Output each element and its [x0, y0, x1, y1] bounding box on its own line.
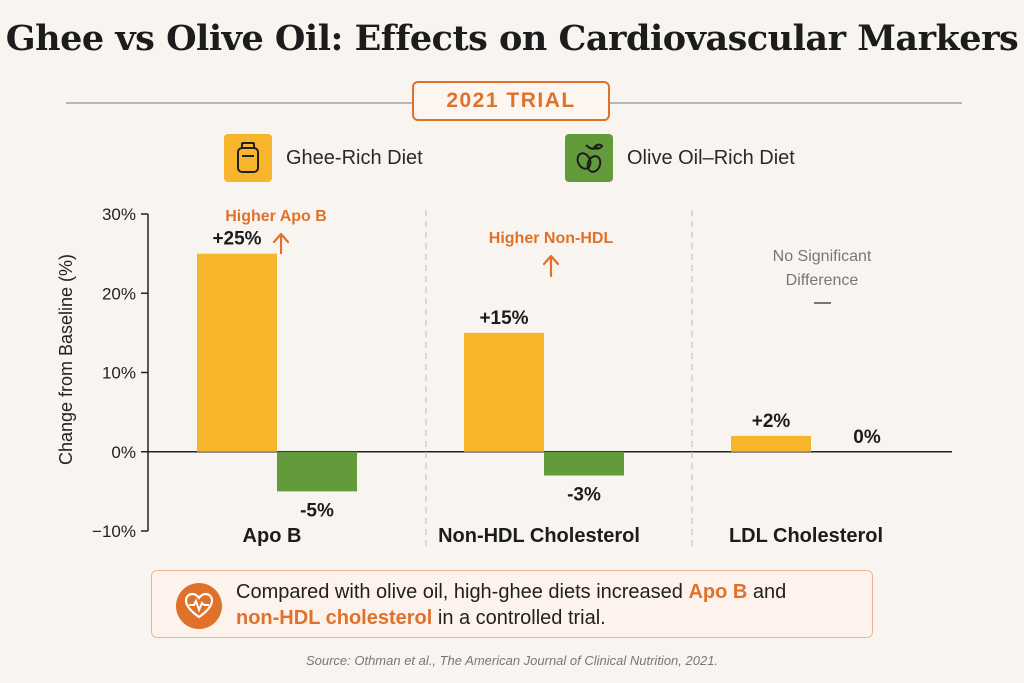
title-rule-right — [610, 102, 962, 104]
bar-ghee — [464, 332, 544, 452]
data-label: -5% — [300, 500, 334, 521]
annotation-label: Higher Non-HDL — [489, 230, 614, 247]
data-label: -3% — [567, 485, 601, 506]
y-tick-label: 30% — [102, 205, 136, 224]
callout-highlight-nonhdl: non-HDL cholesterol — [236, 607, 433, 629]
y-tick-label: 10% — [102, 364, 136, 383]
y-axis-title: Change from Baseline (%) — [56, 254, 76, 465]
y-tick-label: 20% — [102, 284, 136, 303]
legend-item-olive: Olive Oil–Rich Diet — [565, 134, 795, 182]
data-label: +2% — [752, 411, 791, 432]
bar-chart: 30% 20% 10% 0% −10% Change from Baseline (%) +… — [56, 205, 952, 548]
up-arrow-icon — [542, 254, 560, 278]
annotation-label: Higher Apo B — [225, 208, 327, 225]
bar-olive — [277, 451, 357, 492]
legend-item-ghee: Ghee-Rich Diet — [224, 134, 423, 182]
chart-title: Ghee vs Olive Oil: Effects on Cardiovasc… — [5, 18, 1019, 59]
trial-badge: 2021 TRIAL — [412, 81, 610, 121]
up-arrow-icon — [272, 232, 290, 255]
category-label: Non-HDL Cholesterol — [438, 525, 640, 547]
annotation-label: No Significant — [773, 248, 872, 265]
callout-text-3: in a controlled trial. — [432, 607, 606, 629]
title-rule-left — [66, 102, 412, 104]
bar-ghee — [197, 253, 277, 452]
legend-label-olive: Olive Oil–Rich Diet — [627, 146, 795, 169]
ghee-jar-icon — [224, 134, 272, 182]
y-tick-label: −10% — [92, 522, 136, 541]
y-tick-label: 0% — [111, 443, 136, 462]
data-label: +25% — [212, 229, 261, 250]
data-label: 0% — [853, 427, 881, 448]
annotation-label: Difference — [786, 272, 859, 289]
legend-label-ghee: Ghee-Rich Diet — [286, 146, 423, 169]
heart-pulse-icon — [176, 583, 222, 629]
callout-text-1: Compared with olive oil, high-ghee diets… — [236, 581, 689, 603]
category-label: Apo B — [243, 525, 302, 547]
source-note: Source: Othman et al., The American Jour… — [305, 653, 719, 668]
bar-olive — [544, 451, 624, 476]
callout-text: Compared with olive oil, high-ghee diets… — [236, 579, 856, 631]
callout-highlight-apob: Apo B — [688, 581, 748, 603]
category-label: LDL Cholesterol — [729, 525, 883, 547]
data-label: +15% — [479, 308, 528, 329]
olive-icon — [565, 134, 613, 182]
bar-ghee — [731, 435, 811, 452]
callout-text-2: and — [747, 581, 787, 603]
summary-callout: Compared with olive oil, high-ghee diets… — [151, 570, 873, 638]
